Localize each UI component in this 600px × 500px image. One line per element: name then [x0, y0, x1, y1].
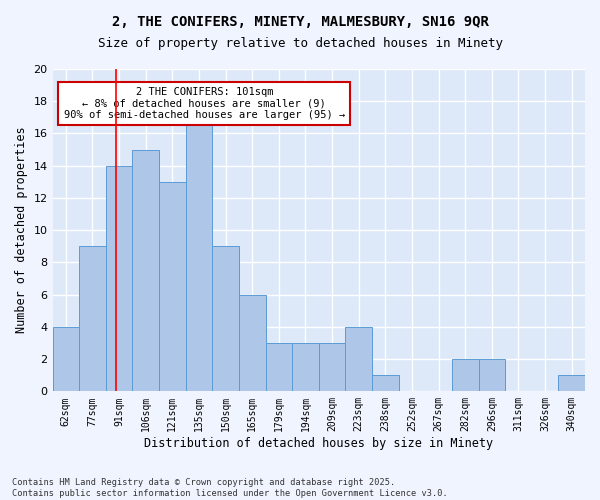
Bar	[133, 150, 159, 392]
Bar	[452, 359, 479, 392]
Bar	[185, 118, 212, 392]
X-axis label: Distribution of detached houses by size in Minety: Distribution of detached houses by size …	[144, 437, 493, 450]
Text: Contains HM Land Registry data © Crown copyright and database right 2025.
Contai: Contains HM Land Registry data © Crown c…	[12, 478, 448, 498]
Bar	[79, 246, 106, 392]
Bar	[159, 182, 185, 392]
Bar	[239, 294, 266, 392]
Bar	[106, 166, 133, 392]
Y-axis label: Number of detached properties: Number of detached properties	[15, 127, 28, 334]
Bar	[479, 359, 505, 392]
Bar	[372, 375, 398, 392]
Bar	[292, 343, 319, 392]
Text: 2 THE CONIFERS: 101sqm
← 8% of detached houses are smaller (9)
90% of semi-detac: 2 THE CONIFERS: 101sqm ← 8% of detached …	[64, 86, 345, 120]
Bar	[319, 343, 346, 392]
Bar	[212, 246, 239, 392]
Text: Size of property relative to detached houses in Minety: Size of property relative to detached ho…	[97, 38, 503, 51]
Bar	[266, 343, 292, 392]
Bar	[346, 327, 372, 392]
Text: 2, THE CONIFERS, MINETY, MALMESBURY, SN16 9QR: 2, THE CONIFERS, MINETY, MALMESBURY, SN1…	[112, 15, 488, 29]
Bar	[53, 327, 79, 392]
Bar	[559, 375, 585, 392]
